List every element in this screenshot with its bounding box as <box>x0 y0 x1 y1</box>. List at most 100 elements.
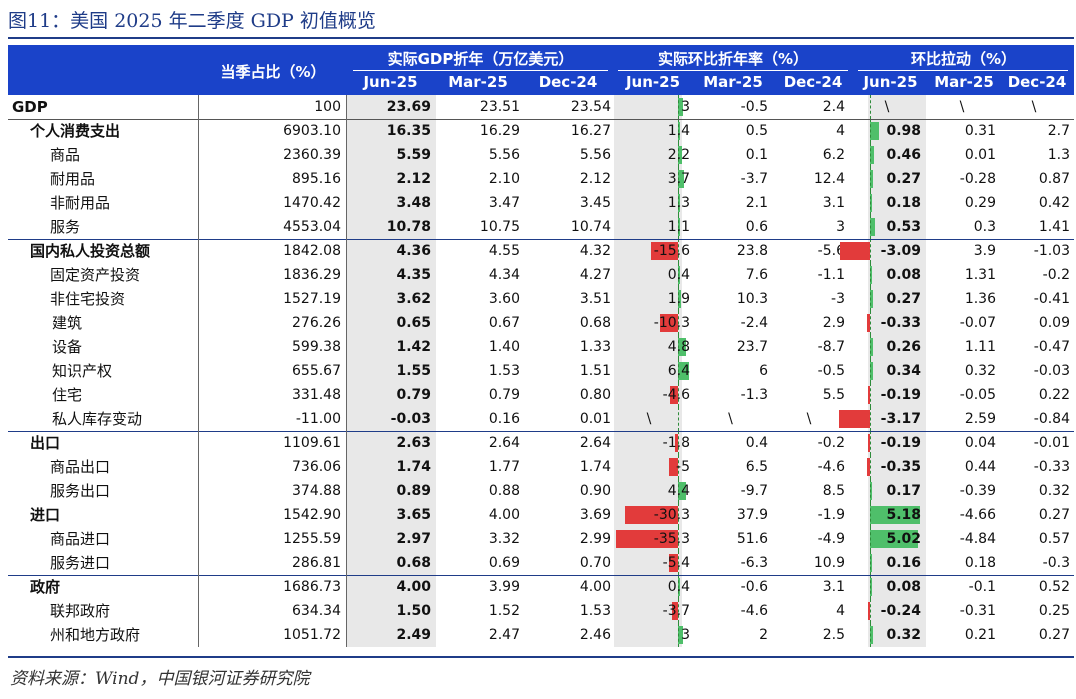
share-value: 4553.04 <box>283 219 341 235</box>
pull-axis <box>870 95 871 119</box>
table-row: 商品 2360.39 5.59 5.56 5.56 2.2 0.1 6.2 0.46 0.01 1.… <box>8 143 1074 167</box>
gdp-value: 16.29 <box>479 123 520 139</box>
pull-bar <box>870 266 872 284</box>
column-shade <box>868 239 926 263</box>
growth-bar <box>678 482 686 500</box>
pull-value: -0.31 <box>959 603 996 619</box>
row-label: 商品出口 <box>50 458 111 476</box>
table-row: 政府 1686.73 4.00 3.99 4.00 0.4 -0.6 3.1 0.08 -0.1 0… <box>8 575 1074 599</box>
pull-value: -0.07 <box>959 315 996 331</box>
column-shade <box>346 551 436 575</box>
column-shade <box>614 143 682 167</box>
pull-bar <box>866 458 870 476</box>
header-gdp-mar25: Mar-25 <box>448 73 508 91</box>
growth-value: 1.4 <box>667 123 690 139</box>
growth-bar <box>678 362 690 380</box>
growth-bar <box>678 266 680 284</box>
pull-bar <box>870 578 872 596</box>
share-value: 1836.29 <box>283 267 341 283</box>
pull-value: 2.7 <box>1047 123 1070 139</box>
pull-value: 0.57 <box>1038 531 1070 547</box>
gdp-value: 23.51 <box>479 99 520 115</box>
growth-axis <box>678 263 679 287</box>
gdp-value: 1.50 <box>396 603 431 619</box>
row-label: 商品 <box>50 146 81 164</box>
column-shade <box>868 359 926 383</box>
pull-bar <box>868 434 871 452</box>
figure-title: 图11：美国 2025 年二季度 GDP 初值概览 <box>8 10 376 32</box>
growth-value: -10.3 <box>653 315 690 331</box>
table-row: 服务出口 374.88 0.89 0.88 0.90 4.4 -9.7 8.5 0.17 -0.3… <box>8 479 1074 503</box>
growth-value: 12.4 <box>813 171 845 187</box>
pull-value: 0.25 <box>1038 603 1070 619</box>
pull-axis <box>870 311 871 335</box>
gdp-value: 0.67 <box>488 315 520 331</box>
gdp-value: 0.16 <box>488 411 520 427</box>
column-shade <box>614 119 682 143</box>
growth-axis <box>678 191 679 215</box>
gdp-value: 3.32 <box>488 531 520 547</box>
pull-value: 0.21 <box>964 627 996 643</box>
row-label: 个人消费支出 <box>30 122 121 140</box>
pull-axis <box>870 359 871 383</box>
pull-value: -0.24 <box>880 603 921 619</box>
pull-value: -0.19 <box>880 387 921 403</box>
column-shade <box>346 95 436 119</box>
pull-value: 0.32 <box>1038 483 1070 499</box>
gdp-value: 4.27 <box>579 267 611 283</box>
pull-bar <box>870 626 874 644</box>
column-shade <box>346 239 436 263</box>
pull-value: 5.02 <box>886 531 921 547</box>
gdp-value: 2.12 <box>579 171 611 187</box>
pull-axis <box>870 143 871 167</box>
pull-value: 0.08 <box>886 579 921 595</box>
gdp-value: 0.68 <box>579 315 611 331</box>
growth-value: 4.8 <box>667 339 690 355</box>
row-label: 州和地方政府 <box>50 626 141 644</box>
pull-value: -0.33 <box>880 315 921 331</box>
column-shade <box>346 167 436 191</box>
column-shade <box>614 263 682 287</box>
pull-axis <box>870 119 871 143</box>
growth-value: -3.7 <box>740 171 768 187</box>
growth-bar <box>678 146 682 164</box>
column-shade <box>868 167 926 191</box>
pull-axis <box>870 503 871 527</box>
column-shade <box>346 479 436 503</box>
gdp-value: 0.68 <box>396 555 431 571</box>
share-value: 634.34 <box>292 603 341 619</box>
growth-value: 5.5 <box>822 387 845 403</box>
gdp-value: 1.42 <box>396 339 431 355</box>
column-shade <box>868 95 926 119</box>
row-label: 非住宅投资 <box>50 290 126 308</box>
growth-value: -4.9 <box>817 531 845 547</box>
share-value: 1051.72 <box>283 627 341 643</box>
header-divider <box>353 70 608 71</box>
pull-value: 0.34 <box>886 363 921 379</box>
growth-value: 23.8 <box>736 243 768 259</box>
growth-axis <box>678 359 679 383</box>
pull-value: -0.3 <box>1042 555 1070 571</box>
table-row: 固定资产投资 1836.29 4.35 4.34 4.27 0.4 7.6 -1.1 0.08 1… <box>8 263 1074 287</box>
gdp-value: 4.55 <box>488 243 520 259</box>
header-gdp-jun25: Jun-25 <box>363 73 418 91</box>
column-shade <box>868 599 926 623</box>
growth-axis <box>678 551 679 575</box>
growth-value: 2.9 <box>822 315 845 331</box>
growth-value: -15.6 <box>653 243 690 259</box>
column-shade <box>868 263 926 287</box>
growth-axis <box>678 143 679 167</box>
gdp-value: 0.89 <box>396 483 431 499</box>
growth-axis <box>678 407 679 431</box>
gdp-value: 5.59 <box>396 147 431 163</box>
pull-value: -0.01 <box>1033 435 1070 451</box>
pull-axis <box>870 431 871 455</box>
pull-value: 0.27 <box>1038 627 1070 643</box>
growth-value: 1.1 <box>667 219 690 235</box>
growth-value: 2.5 <box>822 627 845 643</box>
growth-bar <box>616 530 678 548</box>
pull-bar <box>870 146 875 164</box>
growth-axis <box>678 215 679 239</box>
share-value: 599.38 <box>292 339 341 355</box>
growth-value: 1.9 <box>667 291 690 307</box>
